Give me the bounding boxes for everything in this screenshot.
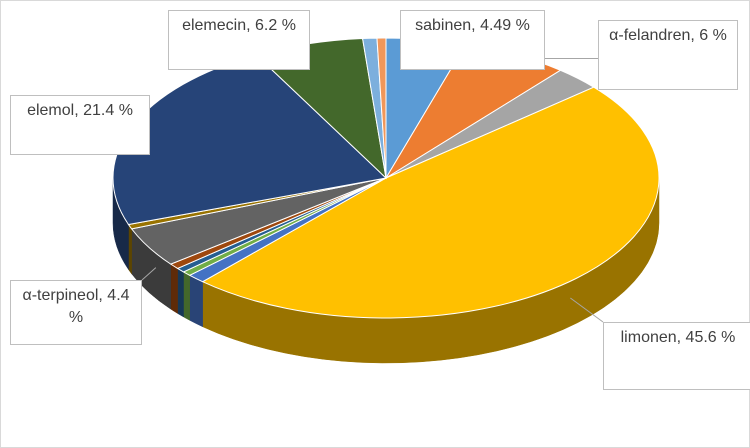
slice [376, 37, 387, 179]
data-label: limonen, 45.6 % [603, 322, 750, 390]
slice [201, 86, 660, 319]
leader-line [570, 297, 604, 323]
slice-side [189, 274, 203, 328]
data-label: elemol, 21.4 % [10, 95, 150, 155]
leader-line [141, 267, 157, 281]
data-label: elemecin, 6.2 % [168, 10, 310, 70]
slice-side [183, 271, 190, 321]
data-label: α-terpineol, 4.4 % [10, 280, 142, 345]
slice-side [128, 223, 132, 275]
data-label: sabinen, 4.49 % [400, 10, 545, 70]
slice-side [177, 267, 184, 318]
slice-side [170, 263, 178, 314]
data-label: α-felandren, 6 % [598, 20, 738, 90]
